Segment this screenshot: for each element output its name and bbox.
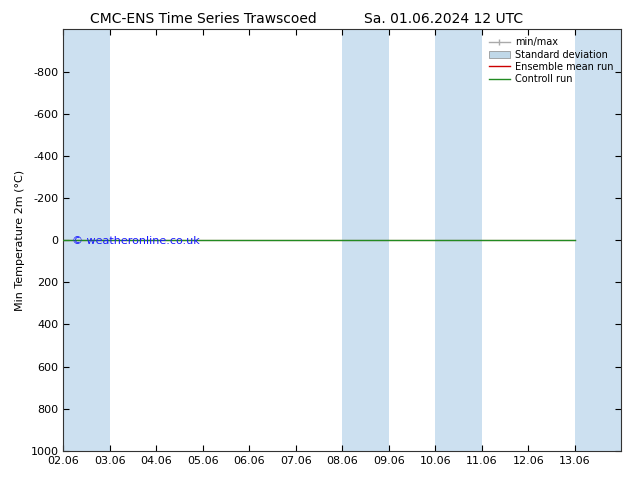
Bar [342, 29, 389, 451]
Text: © weatheronline.co.uk: © weatheronline.co.uk [72, 236, 200, 246]
Legend: min/max, Standard deviation, Ensemble mean run, Controll run: min/max, Standard deviation, Ensemble me… [486, 34, 616, 87]
Text: CMC-ENS Time Series Trawscoed: CMC-ENS Time Series Trawscoed [89, 12, 316, 26]
Bar [575, 29, 621, 451]
Bar [63, 29, 110, 451]
Y-axis label: Min Temperature 2m (°C): Min Temperature 2m (°C) [15, 170, 25, 311]
Bar [436, 29, 482, 451]
Text: Sa. 01.06.2024 12 UTC: Sa. 01.06.2024 12 UTC [365, 12, 523, 26]
